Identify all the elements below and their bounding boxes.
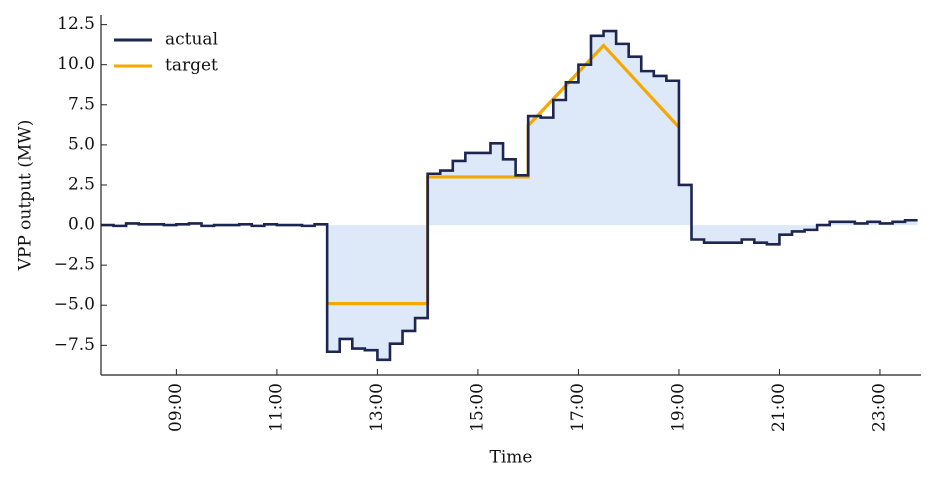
y-tick-label: 12.5 bbox=[57, 14, 95, 34]
x-tick-label: 09:00 bbox=[166, 383, 186, 432]
fill-area bbox=[101, 31, 918, 360]
x-tick-label: 21:00 bbox=[769, 383, 789, 432]
legend-label: actual bbox=[165, 30, 218, 50]
y-tick-label: 0.0 bbox=[68, 215, 95, 235]
series-line bbox=[101, 29, 918, 362]
x-tick-label: 15:00 bbox=[467, 383, 487, 432]
x-axis-label: Time bbox=[490, 448, 533, 468]
x-tick-label: 11:00 bbox=[266, 383, 286, 432]
y-axis-label: VPP output (MW) bbox=[16, 120, 36, 272]
x-tick-label: 13:00 bbox=[367, 383, 387, 432]
y-tick-label: 2.5 bbox=[68, 174, 95, 194]
y-tick-label: −7.5 bbox=[54, 335, 95, 355]
legend-label: target bbox=[165, 56, 218, 76]
y-tick-label: −2.5 bbox=[54, 255, 95, 275]
y-tick-label: 7.5 bbox=[68, 94, 95, 114]
x-tick-label: 19:00 bbox=[668, 383, 688, 432]
y-tick-label: −5.0 bbox=[54, 295, 95, 315]
y-tick-label: 5.0 bbox=[68, 134, 95, 154]
x-tick-label: 17:00 bbox=[568, 383, 588, 432]
y-tick-label: 10.0 bbox=[57, 54, 95, 74]
x-tick-label: 23:00 bbox=[869, 383, 889, 432]
